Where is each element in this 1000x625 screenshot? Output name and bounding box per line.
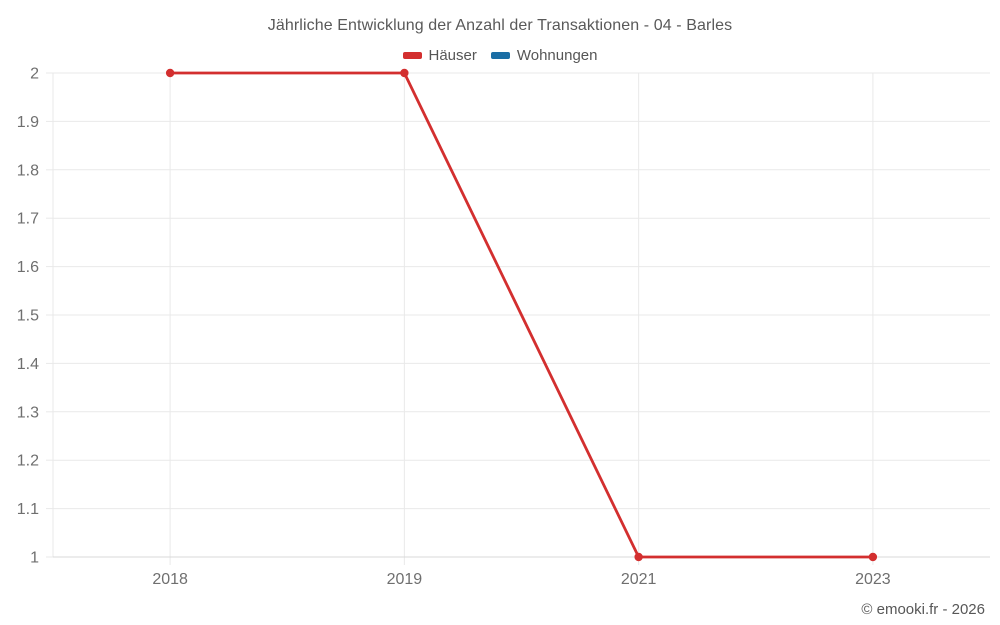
x-tick-label: 2021 bbox=[621, 571, 657, 588]
y-tick-label: 1.6 bbox=[17, 259, 39, 276]
data-point[interactable] bbox=[868, 552, 878, 562]
y-tick-label: 1.2 bbox=[17, 453, 39, 470]
x-tick-label: 2019 bbox=[387, 571, 423, 588]
data-point[interactable] bbox=[634, 552, 643, 562]
y-tick-label: 1.4 bbox=[17, 356, 39, 373]
legend-item[interactable]: Häuser bbox=[402, 47, 477, 64]
data-point[interactable] bbox=[400, 68, 409, 78]
copyright-text: © emooki.fr - 2026 bbox=[861, 601, 985, 618]
data-point[interactable] bbox=[165, 68, 175, 78]
series-line bbox=[170, 71, 873, 559]
y-tick-label: 1.8 bbox=[17, 162, 39, 179]
legend-swatch bbox=[490, 52, 510, 59]
y-tick-label: 1.3 bbox=[17, 404, 39, 421]
x-tick-label: 2018 bbox=[152, 571, 188, 588]
legend-label: Häuser bbox=[428, 47, 477, 64]
y-tick-label: 1.7 bbox=[17, 211, 39, 228]
legend-swatch bbox=[402, 52, 422, 59]
legend-label: Wohnungen bbox=[516, 47, 598, 64]
y-tick-label: 1 bbox=[30, 550, 39, 567]
chart-title: Jährliche Entwicklung der Anzahl der Tra… bbox=[267, 17, 733, 34]
x-tick-label: 2023 bbox=[855, 571, 891, 588]
chart-legend: Häuser Wohnungen bbox=[0, 47, 1000, 64]
legend-item[interactable]: Wohnungen bbox=[490, 47, 598, 64]
y-tick-label: 1.1 bbox=[17, 501, 39, 518]
y-tick-label: 1.5 bbox=[17, 308, 39, 325]
y-tick-label: 1.9 bbox=[17, 114, 39, 131]
y-tick-label: 2 bbox=[30, 66, 39, 83]
